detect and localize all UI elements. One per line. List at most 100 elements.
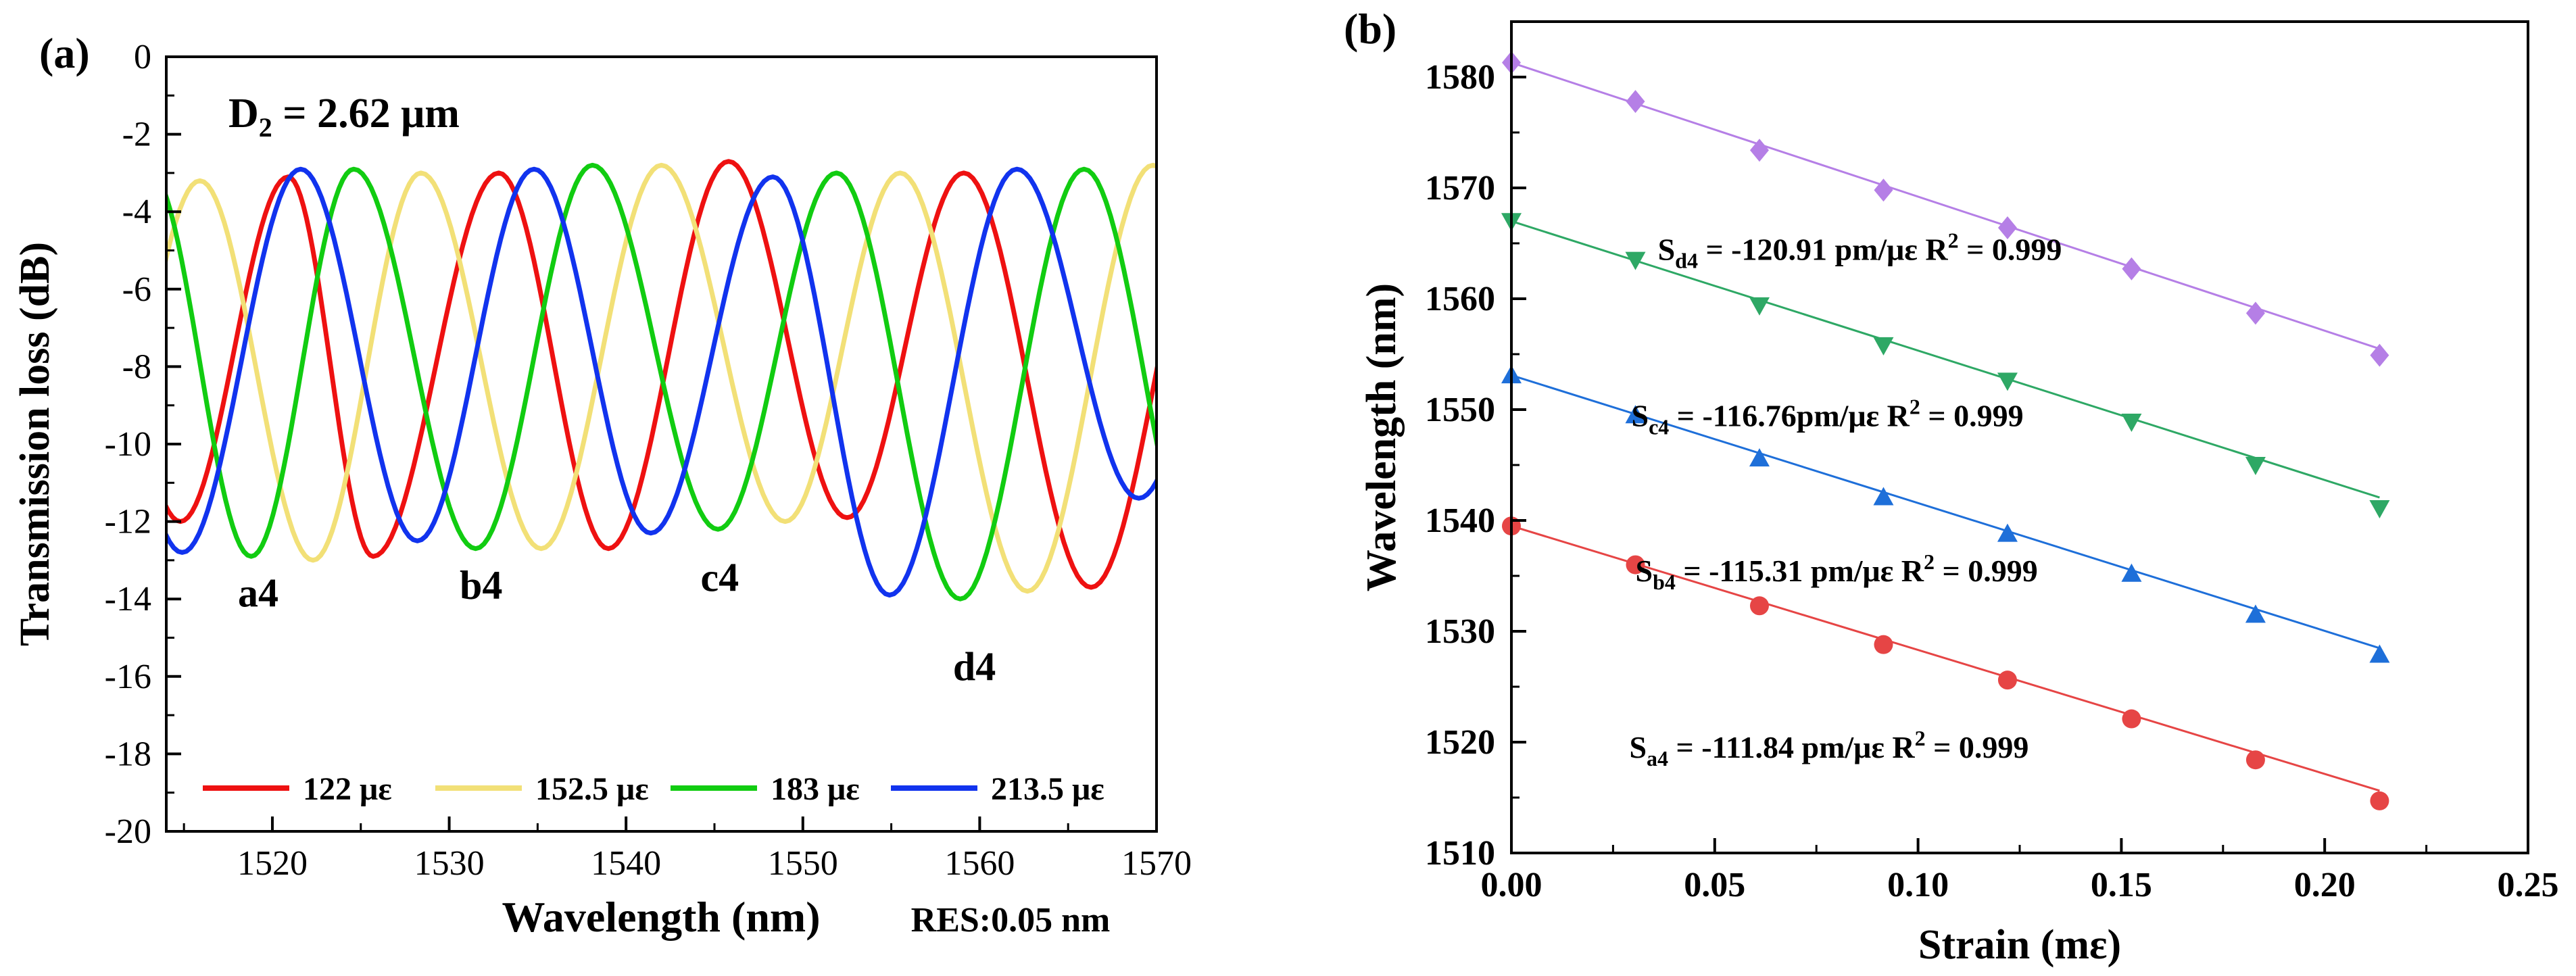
panel-b-point-a4 <box>2370 791 2389 810</box>
panel-b-x-tick-label: 0.05 <box>1684 866 1745 904</box>
panel-b-strain-chart: (b) 0.00 0.05 0.10 0.15 0.20 0.25 1510 1520 1530… <box>1344 5 2559 968</box>
panel-b-y-tick-label: 1510 <box>1425 834 1495 873</box>
panel-a-y-axis-label: Transmission loss (dB) <box>12 242 58 646</box>
panel-b-y-tick-label: 1550 <box>1425 391 1495 429</box>
panel-a-dip-label: b4 <box>460 563 502 608</box>
panel-a-y-tick-label: -16 <box>105 658 151 696</box>
label-part: 2 <box>1924 550 1935 574</box>
panel-b-fit-line-a4 <box>1511 524 2380 792</box>
panel-b-point-c4 <box>1873 337 1894 356</box>
label-part: 2 <box>1915 726 1926 750</box>
label-part: a4 <box>1647 746 1668 771</box>
panel-a-legend-label: 152.5 με <box>535 771 649 807</box>
label-part: c4 <box>1649 415 1669 439</box>
panel-b-y-tick-label: 1540 <box>1425 502 1495 540</box>
panel-a-x-tick-label: 1560 <box>944 844 1015 883</box>
panel-b-point-a4 <box>2122 709 2141 729</box>
panel-b-axis-ticks: 0.00 0.05 0.10 0.15 0.20 0.25 1510 1520 1530 1540… <box>1425 58 2559 904</box>
panel-a-series-4-line <box>166 166 1157 597</box>
panel-b-point-c4 <box>1625 251 1646 270</box>
panel-a-y-tick-label: -12 <box>105 503 151 541</box>
panel-b-label: (b) <box>1344 5 1396 53</box>
panel-a-axis-ticks: 1520 1530 1540 1550 1560 1570 0 -2 -4 -6 -8 -10 -12 -… <box>105 38 1192 883</box>
panel-a-dip-label: d4 <box>953 645 996 689</box>
panel-a-legend-label: 122 με <box>303 771 392 807</box>
panel-b-y-axis-label: Wavelength (nm) <box>1359 283 1405 591</box>
label-part: d4 <box>1675 249 1698 273</box>
panel-a-y-tick-label: -14 <box>105 580 151 618</box>
panel-a-y-tick-label: 0 <box>134 38 151 76</box>
panel-b-sensitivity-label-b4: Sb4 = -115.31 pm/με R2 = 0.999 <box>1635 550 2037 594</box>
panel-b-y-tick-label: 1530 <box>1425 612 1495 651</box>
panel-a-legend: 122 με 152.5 με 183 με 213.5 με <box>197 762 1117 816</box>
panel-b-sensitivity-label-d4: Sd4 = -120.91 pm/με R2 = 0.999 <box>1658 228 2062 273</box>
label-part: = -120.91 pm/με R <box>1698 233 1948 267</box>
panel-b-point-d4 <box>1874 178 1893 202</box>
panel-b-point-a4 <box>1626 555 1645 575</box>
panel-a-x-tick-label: 1530 <box>414 844 485 883</box>
label-part: = 0.999 <box>1935 554 2038 588</box>
panel-b-fit-lines <box>1511 62 2380 792</box>
panel-b-point-a4 <box>1997 670 2017 690</box>
panel-b-sensitivity-label-c4: Sc4 = -116.76pm/με R2 = 0.999 <box>1631 395 2023 439</box>
panel-b-point-b4 <box>2121 563 2142 582</box>
panel-b-point-c4 <box>2369 499 2390 518</box>
panel-a-legend-label: 183 με <box>771 771 860 807</box>
panel-b-x-tick-label: 0.25 <box>2498 866 2559 904</box>
label-part: = 0.999 <box>1959 233 2062 267</box>
panel-a-dip-label: a4 <box>238 571 278 616</box>
panel-b-point-c4 <box>1749 297 1770 316</box>
panel-a-y-tick-label: -2 <box>122 116 151 154</box>
panel-b-point-b4 <box>2245 604 2266 623</box>
panel-b-point-c4 <box>2121 414 2142 433</box>
label-part: = 0.999 <box>1920 399 2024 433</box>
panel-b-point-b4 <box>1749 448 1770 467</box>
panel-b-point-d4 <box>2370 343 2389 367</box>
panel-a-annotation: D2 = 2.62 μm <box>228 91 460 143</box>
label-part: = -115.31 pm/με R <box>1676 554 1924 588</box>
panel-a-y-tick-label: -4 <box>122 193 151 231</box>
label-part: 2 <box>1910 395 1920 419</box>
label-part: = 0.999 <box>1926 730 2029 764</box>
panel-a-annotation-subscript: 2 <box>259 112 272 143</box>
panel-b-point-d4 <box>1749 139 1769 162</box>
panel-b-fit-line-c4 <box>1511 220 2380 499</box>
panel-b-point-d4 <box>2245 301 2265 325</box>
panel-b-x-tick-label: 0.20 <box>2294 866 2356 904</box>
panel-a-dip-label: c4 <box>701 556 739 600</box>
panel-a-x-tick-label: 1550 <box>768 844 838 883</box>
label-part: 2 <box>1948 228 1959 253</box>
panel-a-resolution-note: RES:0.05 nm <box>911 901 1111 940</box>
panel-b-y-tick-label: 1580 <box>1425 58 1495 97</box>
panel-a-legend-label: 213.5 με <box>991 771 1104 807</box>
panel-a-dip-labels: a4 b4 c4 d4 <box>238 556 996 689</box>
panel-b-point-d4 <box>2122 257 2141 280</box>
panel-a-x-tick-label: 1540 <box>591 844 661 883</box>
panel-b-point-a4 <box>1749 596 1769 616</box>
label-part: S <box>1631 399 1649 433</box>
label-part: = -111.84 pm/με R <box>1668 730 1915 764</box>
label-part: S <box>1629 730 1647 764</box>
panel-a-curves <box>166 159 1157 602</box>
panel-b-point-d4 <box>1997 216 2017 240</box>
panel-a-x-tick-label: 1570 <box>1121 844 1192 883</box>
label-part: = -116.76pm/με R <box>1669 399 1910 433</box>
panel-b-point-a4 <box>2245 750 2265 770</box>
panel-a-annotation-rest: = 2.62 μm <box>272 91 460 137</box>
panel-b-fit-line-d4 <box>1511 62 2380 350</box>
panel-b-y-tick-label: 1520 <box>1425 723 1495 762</box>
panel-a-y-tick-label: -10 <box>105 425 151 464</box>
panel-b-point-c4 <box>2245 457 2266 475</box>
panel-b-point-c4 <box>1997 372 2018 391</box>
panel-a-series-1-line <box>166 159 1157 590</box>
panel-a-annotation-main: D <box>228 91 259 137</box>
panel-b-sensitivity-label-a4: Sa4 = -111.84 pm/με R2 = 0.999 <box>1629 726 2028 771</box>
panel-a-y-tick-label: -18 <box>105 735 151 773</box>
panel-b-point-b4 <box>1997 523 2018 542</box>
panel-b-point-b4 <box>1873 487 1894 506</box>
panel-b-y-tick-label: 1570 <box>1425 169 1495 208</box>
panel-a-spectrum-chart: (a) 1520 1530 1540 1550 1560 1570 0 -2 -4 -6 -8 -10… <box>12 29 1192 941</box>
panel-b-point-a4 <box>1874 635 1893 654</box>
